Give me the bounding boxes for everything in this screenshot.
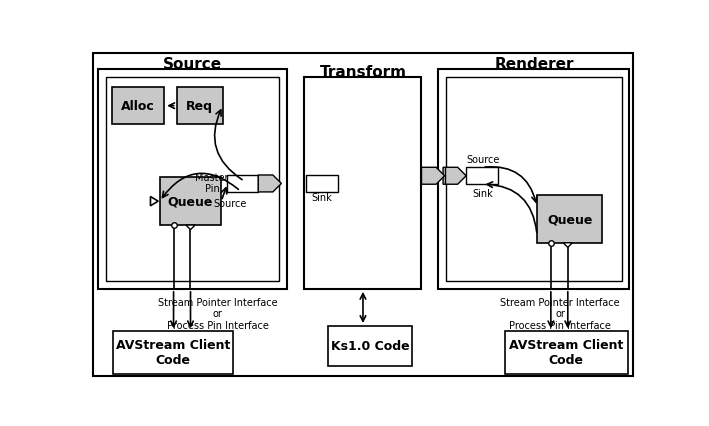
Text: Stream Pointer Interface
or
Process Pin Interface: Stream Pointer Interface or Process Pin … xyxy=(157,297,277,330)
Bar xyxy=(112,88,164,125)
Bar xyxy=(505,331,628,374)
Text: Master
Pin: Master Pin xyxy=(195,173,229,194)
Bar xyxy=(228,176,258,193)
Text: Sink: Sink xyxy=(472,189,493,199)
Text: Renderer: Renderer xyxy=(494,57,574,72)
Bar xyxy=(446,78,622,282)
Bar xyxy=(106,78,279,282)
Text: Req: Req xyxy=(186,100,213,113)
Bar xyxy=(328,326,412,366)
Polygon shape xyxy=(186,225,195,230)
Bar xyxy=(160,178,221,225)
Bar xyxy=(98,70,286,289)
Bar xyxy=(306,176,338,193)
Bar xyxy=(466,168,498,185)
Bar xyxy=(113,331,233,374)
Text: AVStream Client
Code: AVStream Client Code xyxy=(116,339,230,367)
Polygon shape xyxy=(421,168,445,185)
Bar xyxy=(304,78,421,289)
Polygon shape xyxy=(150,197,158,206)
Text: Alloc: Alloc xyxy=(121,100,155,113)
Text: Transform: Transform xyxy=(320,64,406,79)
Text: Stream Pointer Interface
or
Process Pin Interface: Stream Pointer Interface or Process Pin … xyxy=(501,297,620,330)
Text: Ks1.0 Code: Ks1.0 Code xyxy=(330,340,409,353)
Text: Source: Source xyxy=(163,57,222,72)
Text: Sink: Sink xyxy=(312,192,333,202)
Polygon shape xyxy=(258,176,281,193)
Text: Queue: Queue xyxy=(168,195,213,208)
Bar xyxy=(177,88,223,125)
Bar xyxy=(537,196,603,243)
Polygon shape xyxy=(443,168,466,185)
Polygon shape xyxy=(563,243,572,248)
Text: Queue: Queue xyxy=(547,213,593,226)
Text: Source: Source xyxy=(467,155,500,165)
Bar xyxy=(438,70,630,289)
Text: AVStream Client
Code: AVStream Client Code xyxy=(509,339,623,367)
Text: Source: Source xyxy=(213,199,247,209)
